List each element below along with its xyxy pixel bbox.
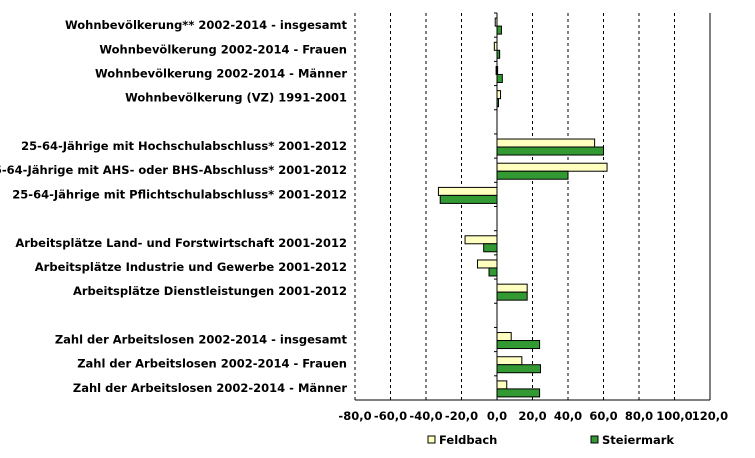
category-label: 25-64-Jährige mit Hochschulabschluss* 20… bbox=[21, 139, 347, 153]
legend-swatch-feldbach bbox=[427, 435, 436, 444]
bar-steiermark-0 bbox=[496, 25, 502, 35]
value-axis bbox=[494, 12, 498, 401]
bar-feldbach-3 bbox=[496, 90, 502, 100]
tick-label: 100,0 bbox=[656, 409, 692, 423]
tick-label: 0,0 bbox=[487, 409, 507, 423]
category-label: Zahl der Arbeitslosen 2002-2014 - insges… bbox=[55, 333, 348, 347]
legend-label-steiermark: Steiermark bbox=[602, 433, 674, 447]
category-label: Wohnbevölkerung (VZ) 1991-2001 bbox=[125, 91, 347, 105]
category-label: Arbeitsplätze Dienstleistungen 2001-2012 bbox=[73, 284, 347, 298]
legend-swatch-steiermark bbox=[590, 435, 599, 444]
category-label: Arbeitsplätze Industrie und Gewerbe 2001… bbox=[35, 260, 347, 274]
tick-label: 20,0 bbox=[518, 409, 546, 423]
category-label: Wohnbevölkerung 2002-2014 - Männer bbox=[95, 66, 347, 80]
category-label: Zahl der Arbeitslosen 2002-2014 - Männer bbox=[73, 381, 347, 395]
bar-steiermark-6 bbox=[496, 170, 569, 180]
bar-feldbach-7 bbox=[437, 186, 498, 196]
category-label: 25-64-Jährige mit Pflichtschulabschluss*… bbox=[12, 187, 347, 201]
legend: Feldbach Steiermark bbox=[427, 433, 674, 447]
category-label: Zahl der Arbeitslosen 2002-2014 - Frauen bbox=[77, 357, 347, 371]
bar-feldbach-5 bbox=[496, 138, 596, 148]
bar-steiermark-5 bbox=[496, 146, 604, 156]
tick-label: -80,0 bbox=[338, 409, 371, 423]
tick-label: -60,0 bbox=[374, 409, 407, 423]
tick-label: 60,0 bbox=[589, 409, 617, 423]
tick-label: -40,0 bbox=[409, 409, 442, 423]
bar-steiermark-13 bbox=[496, 340, 541, 350]
bar-feldbach-11 bbox=[496, 283, 528, 293]
bar-steiermark-15 bbox=[496, 388, 541, 398]
tick-label: 40,0 bbox=[554, 409, 582, 423]
bar-feldbach-15 bbox=[496, 380, 508, 390]
category-label: Arbeitsplätze Land- und Forstwirtschaft … bbox=[15, 236, 347, 250]
bar-steiermark-2 bbox=[496, 73, 503, 83]
tick-label: 120,0 bbox=[692, 409, 728, 423]
bar-steiermark-7 bbox=[439, 194, 498, 204]
bar-steiermark-11 bbox=[496, 291, 528, 301]
bar-feldbach-13 bbox=[496, 332, 512, 342]
bar-steiermark-9 bbox=[483, 243, 498, 253]
bars bbox=[437, 17, 608, 398]
legend-label-feldbach: Feldbach bbox=[439, 433, 497, 447]
bar-feldbach-10 bbox=[476, 259, 498, 269]
category-label: Wohnbevölkerung** 2002-2014 - insgesamt bbox=[65, 18, 348, 32]
tick-label: -20,0 bbox=[445, 409, 478, 423]
bar-feldbach-14 bbox=[496, 356, 523, 366]
bar-feldbach-6 bbox=[496, 162, 608, 172]
category-label: 25-64-Jährige mit AHS- oder BHS-Abschlus… bbox=[0, 163, 347, 177]
tick-label: 80,0 bbox=[625, 409, 653, 423]
bar-steiermark-10 bbox=[488, 267, 498, 277]
gridlines bbox=[354, 13, 711, 401]
bar-feldbach-9 bbox=[464, 235, 498, 245]
category-label: Wohnbevölkerung 2002-2014 - Frauen bbox=[99, 42, 347, 56]
tick-labels: -80,0 -60,0 -40,0 -20,0 0,0 20,0 40,0 60,0 80,0 1… bbox=[338, 409, 728, 423]
bar-steiermark-14 bbox=[496, 364, 541, 374]
category-labels: Wohnbevölkerung** 2002-2014 - insgesamt W… bbox=[0, 18, 347, 395]
